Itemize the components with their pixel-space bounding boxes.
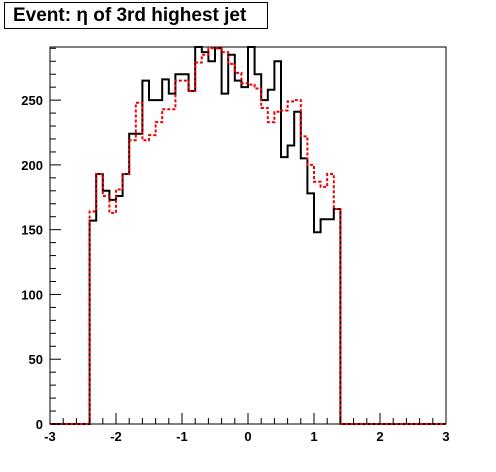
x-tick-label: 2 [376, 429, 383, 444]
y-tick-label: 250 [21, 93, 43, 108]
y-tick-label: 0 [36, 417, 43, 432]
y-tick-label: 150 [21, 223, 43, 238]
x-tick-label: -2 [110, 429, 122, 444]
x-tick-label: 3 [442, 429, 449, 444]
x-tick-label: -3 [44, 429, 56, 444]
x-tick-label: 1 [310, 429, 317, 444]
y-tick-label: 100 [21, 287, 43, 302]
y-tick-label: 50 [29, 352, 43, 367]
x-axis: -3 -2 -1 0 1 2 3 [44, 413, 450, 444]
plot-frame [49, 46, 447, 425]
y-axis: 0 50 100 150 200 250 [21, 47, 61, 432]
series-layer [50, 46, 446, 425]
y-tick-label: 200 [21, 158, 43, 173]
x-tick-label: 0 [244, 429, 251, 444]
x-tick-label: -1 [176, 429, 188, 444]
chart-title: Event: η of 3rd highest jet [4, 2, 268, 29]
series-line-2 [50, 47, 446, 425]
series-line-1 [50, 46, 446, 425]
